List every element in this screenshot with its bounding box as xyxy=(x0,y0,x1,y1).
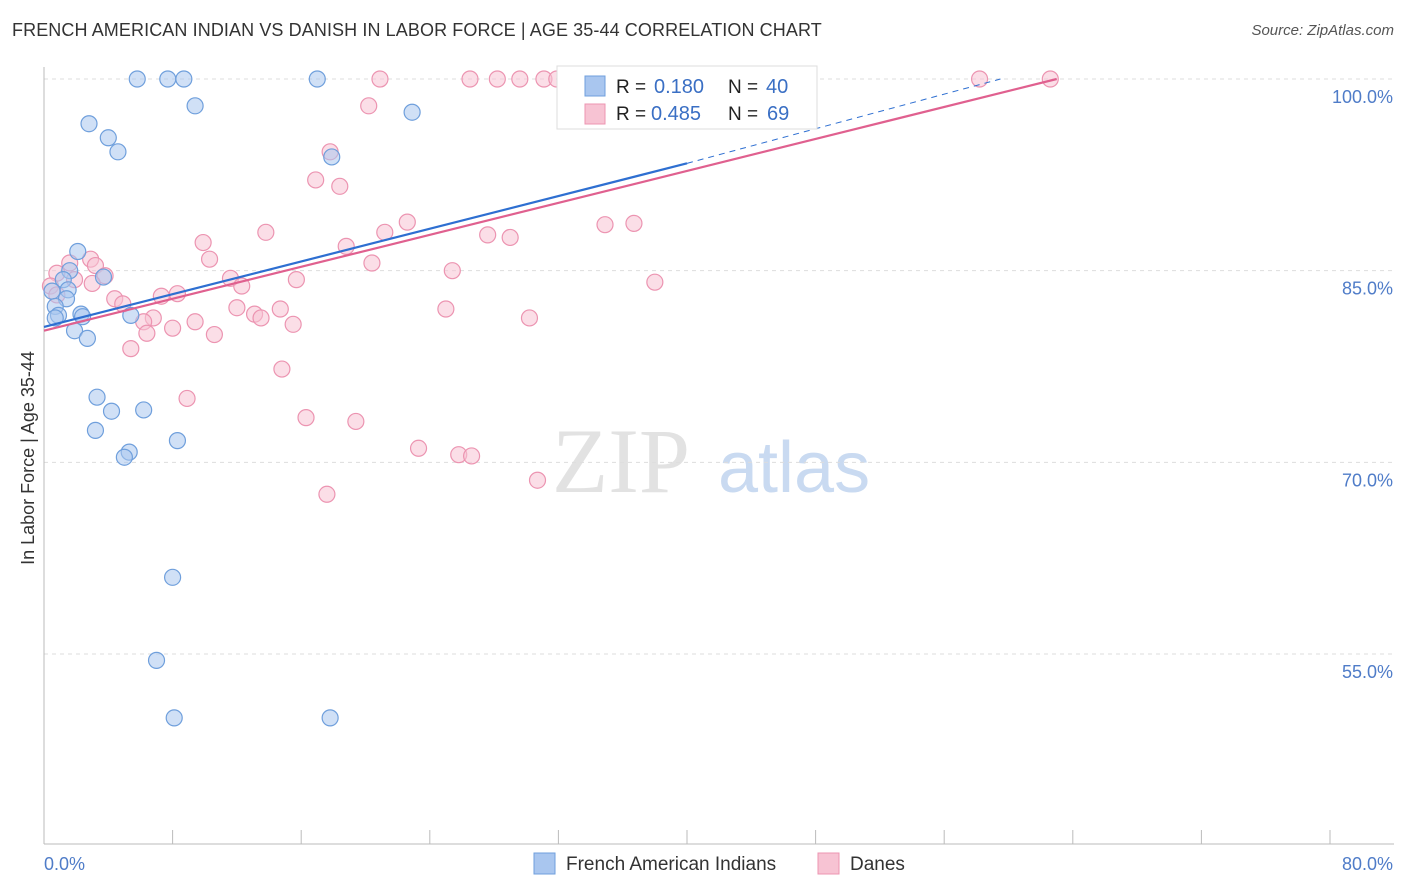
point-dane xyxy=(625,214,643,232)
point-dane xyxy=(488,70,506,88)
point-french-american-indian xyxy=(115,448,133,466)
point-french-american-indian xyxy=(175,70,193,88)
grid xyxy=(44,78,1394,655)
point-dane xyxy=(194,233,212,252)
y-tick-label: 100.0% xyxy=(1332,87,1393,107)
point-french-american-indian xyxy=(128,70,146,88)
y-axis-label: In Labor Force | Age 35-44 xyxy=(18,351,38,565)
point-french-american-indian xyxy=(88,388,106,406)
point-french-american-indian xyxy=(43,282,61,300)
bottom-legend: French American Indians Danes xyxy=(533,852,905,875)
point-dane xyxy=(228,299,246,317)
point-french-american-indian xyxy=(321,709,339,727)
source-label: Source: ZipAtlas.com xyxy=(1251,22,1394,39)
point-french-american-indian xyxy=(69,242,87,261)
legend-swatch-pink xyxy=(584,103,606,125)
point-dane xyxy=(347,412,365,431)
point-dane xyxy=(205,325,223,344)
bottom-legend-swatch-pink xyxy=(817,852,840,875)
point-french-american-indian xyxy=(164,568,182,586)
point-dane xyxy=(138,324,156,342)
legend-n-value-2: 69 xyxy=(767,103,789,125)
legend-swatch-blue xyxy=(584,75,606,97)
y-tick-label: 55.0% xyxy=(1342,662,1393,682)
point-french-american-indian xyxy=(168,432,187,450)
legend-r-label-1: R = xyxy=(616,77,646,98)
x-tick-label-right: 80.0% xyxy=(1342,854,1393,874)
point-dane xyxy=(164,319,182,337)
point-dane xyxy=(520,309,539,327)
point-french-american-indian xyxy=(102,402,121,420)
point-french-american-indian xyxy=(122,306,140,324)
point-dane xyxy=(186,313,204,331)
point-dane xyxy=(511,70,529,88)
point-french-american-indian xyxy=(135,401,153,419)
watermark-atlas: atlas xyxy=(718,428,870,508)
point-french-american-indian xyxy=(308,70,326,88)
point-french-american-indian xyxy=(159,70,177,88)
point-dane xyxy=(970,70,989,88)
legend: R = 0.180 N = 40 R = 0.485 N = 69 xyxy=(556,65,818,130)
point-dane xyxy=(287,271,305,289)
trend-line-french-american-indians xyxy=(43,162,688,328)
point-french-american-indian xyxy=(403,103,421,121)
y-tick-label: 85.0% xyxy=(1342,279,1393,299)
point-dane xyxy=(307,171,325,189)
point-dane xyxy=(437,300,455,318)
legend-r-label-2: R = xyxy=(616,104,646,125)
bottom-legend-swatch-blue xyxy=(533,852,556,875)
point-french-american-indian xyxy=(165,709,183,727)
point-dane xyxy=(178,389,196,408)
legend-r-value-2: 0.485 xyxy=(651,103,701,125)
point-french-american-indian xyxy=(94,268,113,286)
point-dane xyxy=(252,309,270,327)
x-tick-label-left: 0.0% xyxy=(44,854,85,874)
y-tick-label: 70.0% xyxy=(1342,470,1393,490)
bottom-legend-label-1: French American Indians xyxy=(566,854,776,875)
legend-n-label-1: N = xyxy=(728,77,758,98)
point-french-american-indian xyxy=(99,129,117,147)
point-dane xyxy=(122,340,140,358)
point-dane xyxy=(271,300,289,318)
axes: 100.0% 85.0% 70.0% 55.0% 0.0% 80.0% xyxy=(43,67,1394,874)
chart-title: FRENCH AMERICAN INDIAN VS DANISH IN LABO… xyxy=(12,20,822,40)
point-dane xyxy=(596,216,614,234)
data-points xyxy=(41,70,1059,727)
bottom-legend-label-2: Danes xyxy=(850,854,905,875)
point-dane xyxy=(1041,70,1059,88)
point-dane xyxy=(297,409,315,427)
point-dane xyxy=(284,315,302,333)
point-french-american-indian xyxy=(147,651,166,669)
point-dane xyxy=(646,273,664,291)
point-french-american-indian xyxy=(109,143,127,161)
point-french-american-indian xyxy=(186,97,204,115)
point-dane xyxy=(462,447,481,465)
point-dane xyxy=(501,228,519,247)
point-dane xyxy=(409,439,428,457)
point-dane xyxy=(443,262,461,280)
trend-lines xyxy=(43,77,1057,332)
point-dane xyxy=(479,226,497,244)
legend-n-label-2: N = xyxy=(728,104,758,125)
point-dane xyxy=(318,485,336,503)
point-dane xyxy=(200,250,219,268)
watermark-zip: ZIP xyxy=(552,410,690,512)
point-dane xyxy=(398,213,416,231)
point-french-american-indian xyxy=(80,115,98,133)
legend-r-value-1: 0.180 xyxy=(654,76,704,98)
point-dane xyxy=(257,223,275,241)
legend-n-value-1: 40 xyxy=(766,76,788,98)
point-dane xyxy=(371,70,389,88)
point-french-american-indian xyxy=(78,329,97,347)
point-dane xyxy=(273,360,291,378)
point-french-american-indian xyxy=(86,421,105,439)
point-french-american-indian xyxy=(323,148,341,166)
trend-line-danes xyxy=(43,77,1057,332)
point-dane xyxy=(331,177,349,195)
point-dane xyxy=(461,70,479,88)
point-dane xyxy=(363,254,381,272)
point-dane xyxy=(528,471,547,489)
point-dane xyxy=(360,97,378,115)
